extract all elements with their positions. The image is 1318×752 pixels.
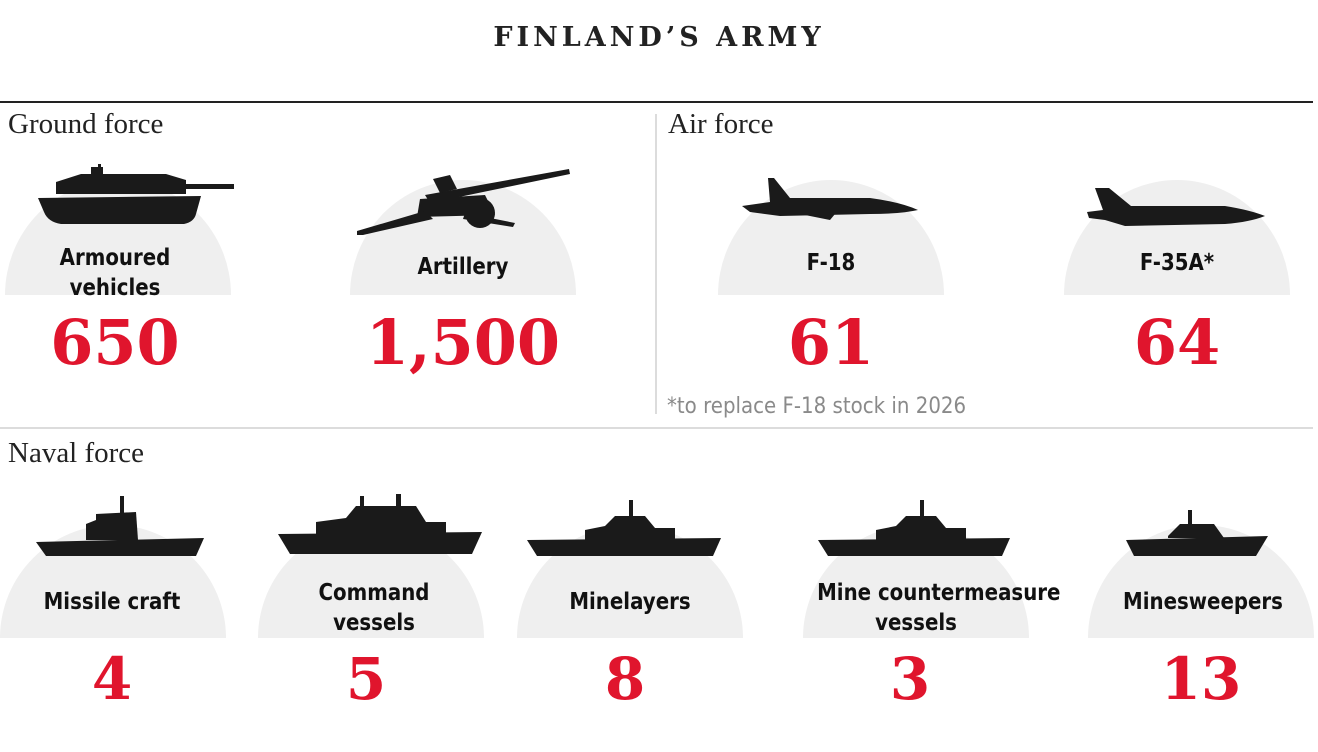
section-divider [655, 114, 657, 414]
artillery-label: Artillery [417, 254, 509, 280]
middle-rule [0, 427, 1313, 429]
mine-countermeasure-vessels-label: Mine countermeasure vessels [817, 580, 1061, 636]
page-title: FINLAND’S ARMY [493, 22, 825, 53]
footnote: *to replace F-18 stock in 2026 [667, 394, 967, 419]
f18-count: 61 [787, 306, 875, 379]
artillery-icon [355, 165, 575, 237]
missile-craft-label: Missile craft [43, 589, 181, 615]
minesweepers-count: 13 [1160, 645, 1242, 713]
command-vessel-ship-icon [276, 492, 484, 558]
tank-icon [36, 162, 236, 232]
top-rule [0, 101, 1313, 103]
missile-craft-count: 4 [91, 645, 133, 713]
minelayers-label: Minelayers [569, 589, 691, 615]
f18-label: F-18 [806, 250, 856, 276]
minelayers-count: 8 [604, 645, 646, 713]
mine-countermeasure-ship-icon [816, 496, 1012, 558]
minesweepers-label: Minesweepers [1123, 589, 1283, 615]
ground-force-title: Ground force [8, 108, 164, 140]
artillery-count: 1,500 [365, 306, 561, 379]
minesweeper-ship-icon [1124, 508, 1270, 558]
f35a-count: 64 [1133, 306, 1221, 379]
command-vessels-count: 5 [345, 645, 387, 713]
minelayer-ship-icon [525, 496, 723, 558]
armoured-vehicles-count: 650 [50, 306, 180, 379]
armoured-vehicles-label: Armoured vehicles [59, 245, 171, 301]
f35a-label: F-35A* [1139, 250, 1215, 276]
f18-jet-icon [740, 176, 920, 221]
mine-countermeasure-vessels-count: 3 [889, 645, 931, 713]
air-force-title: Air force [668, 108, 774, 140]
f35-jet-icon [1085, 186, 1267, 228]
missile-craft-ship-icon [36, 494, 206, 558]
naval-force-title: Naval force [8, 437, 145, 469]
command-vessels-label: Command vessels [318, 580, 430, 636]
